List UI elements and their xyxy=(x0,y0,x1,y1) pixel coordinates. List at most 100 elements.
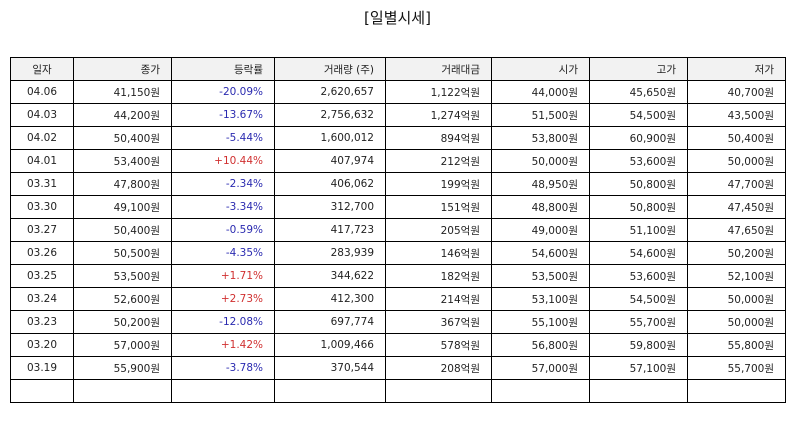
cell-high: 54,600원 xyxy=(589,241,688,265)
cell-trade-amount: 1,274억원 xyxy=(385,103,492,127)
cell-volume: 1,600,012 xyxy=(274,126,386,150)
cell-close: 50,400원 xyxy=(73,218,172,242)
cell-low: 47,450원 xyxy=(687,195,786,219)
cell-high: 54,500원 xyxy=(589,287,688,311)
cell-low: 47,700원 xyxy=(687,172,786,196)
cell-close: 55,900원 xyxy=(73,356,172,380)
cell-change-rate: -13.67% xyxy=(171,103,275,127)
cell-trade-amount: 214억원 xyxy=(385,287,492,311)
cell-high: 54,500원 xyxy=(589,103,688,127)
cell-close: 52,600원 xyxy=(73,287,172,311)
table-row xyxy=(10,379,786,403)
cell-close xyxy=(73,379,172,403)
cell-open: 48,800원 xyxy=(491,195,590,219)
cell-volume: 407,974 xyxy=(274,149,386,173)
cell-volume: 283,939 xyxy=(274,241,386,265)
cell-volume: 1,009,466 xyxy=(274,333,386,357)
cell-close: 50,200원 xyxy=(73,310,172,334)
cell-change-rate: -3.34% xyxy=(171,195,275,219)
cell-low: 50,200원 xyxy=(687,241,786,265)
cell-trade-amount: 146억원 xyxy=(385,241,492,265)
header-volume: 거래량 (주) xyxy=(274,57,386,81)
cell-change-rate: +10.44% xyxy=(171,149,275,173)
cell-low: 40,700원 xyxy=(687,80,786,104)
cell-trade-amount: 367억원 xyxy=(385,310,492,334)
header-date: 일자 xyxy=(10,57,74,81)
table-row: 03.30 49,100원 -3.34% 312,700 151억원 48,800원 50,… xyxy=(10,195,786,219)
table-row: 03.27 50,400원 -0.59% 417,723 205억원 49,000원 51,… xyxy=(10,218,786,242)
page-title: [일별시세] xyxy=(364,9,431,27)
cell-open: 49,000원 xyxy=(491,218,590,242)
cell-trade-amount: 151억원 xyxy=(385,195,492,219)
cell-open: 53,500원 xyxy=(491,264,590,288)
cell-volume: 2,620,657 xyxy=(274,80,386,104)
cell-trade-amount: 205억원 xyxy=(385,218,492,242)
table-row: 04.06 41,150원 -20.09% 2,620,657 1,122억원 44,00… xyxy=(10,80,786,104)
cell-change-rate xyxy=(171,379,275,403)
cell-volume: 697,774 xyxy=(274,310,386,334)
cell-date: 04.06 xyxy=(10,80,74,104)
cell-close: 57,000원 xyxy=(73,333,172,357)
cell-open: 55,100원 xyxy=(491,310,590,334)
cell-close: 49,100원 xyxy=(73,195,172,219)
cell-date: 03.25 xyxy=(10,264,74,288)
cell-change-rate: +1.71% xyxy=(171,264,275,288)
cell-high: 59,800원 xyxy=(589,333,688,357)
cell-date: 04.03 xyxy=(10,103,74,127)
cell-change-rate: -5.44% xyxy=(171,126,275,150)
cell-close: 44,200원 xyxy=(73,103,172,127)
cell-high: 51,100원 xyxy=(589,218,688,242)
cell-date: 03.30 xyxy=(10,195,74,219)
cell-low: 52,100원 xyxy=(687,264,786,288)
table-row: 03.25 53,500원 +1.71% 344,622 182억원 53,500원 53,… xyxy=(10,264,786,288)
cell-volume: 370,544 xyxy=(274,356,386,380)
cell-open: 50,000원 xyxy=(491,149,590,173)
cell-volume xyxy=(274,379,386,403)
cell-volume: 417,723 xyxy=(274,218,386,242)
cell-high: 57,100원 xyxy=(589,356,688,380)
cell-trade-amount: 212억원 xyxy=(385,149,492,173)
cell-change-rate: -20.09% xyxy=(171,80,275,104)
cell-volume: 406,062 xyxy=(274,172,386,196)
daily-price-table: 일자 종가 등락률 거래량 (주) 거래대금 시가 고가 저가 04.06 41,… xyxy=(10,57,786,403)
cell-date: 03.19 xyxy=(10,356,74,380)
table-row: 03.24 52,600원 +2.73% 412,300 214억원 53,100원 54,… xyxy=(10,287,786,311)
table-row: 03.19 55,900원 -3.78% 370,544 208억원 57,000원 57,… xyxy=(10,356,786,380)
cell-date: 03.23 xyxy=(10,310,74,334)
cell-date xyxy=(10,379,74,403)
cell-date: 03.27 xyxy=(10,218,74,242)
cell-change-rate: -2.34% xyxy=(171,172,275,196)
cell-low: 50,000원 xyxy=(687,287,786,311)
cell-high: 55,700원 xyxy=(589,310,688,334)
table-body: 04.06 41,150원 -20.09% 2,620,657 1,122억원 44,00… xyxy=(10,80,786,403)
cell-trade-amount: 199억원 xyxy=(385,172,492,196)
cell-low: 50,000원 xyxy=(687,149,786,173)
cell-volume: 2,756,632 xyxy=(274,103,386,127)
cell-low: 50,000원 xyxy=(687,310,786,334)
cell-trade-amount xyxy=(385,379,492,403)
cell-open: 44,000원 xyxy=(491,80,590,104)
cell-change-rate: -4.35% xyxy=(171,241,275,265)
cell-date: 03.26 xyxy=(10,241,74,265)
cell-volume: 412,300 xyxy=(274,287,386,311)
cell-low: 43,500원 xyxy=(687,103,786,127)
cell-change-rate: +1.42% xyxy=(171,333,275,357)
cell-close: 50,400원 xyxy=(73,126,172,150)
cell-high: 53,600원 xyxy=(589,264,688,288)
header-low: 저가 xyxy=(687,57,786,81)
cell-low: 55,700원 xyxy=(687,356,786,380)
cell-close: 41,150원 xyxy=(73,80,172,104)
cell-close: 50,500원 xyxy=(73,241,172,265)
cell-volume: 344,622 xyxy=(274,264,386,288)
header-close: 종가 xyxy=(73,57,172,81)
cell-high: 53,600원 xyxy=(589,149,688,173)
cell-date: 03.31 xyxy=(10,172,74,196)
cell-close: 53,400원 xyxy=(73,149,172,173)
cell-date: 03.24 xyxy=(10,287,74,311)
cell-open: 51,500원 xyxy=(491,103,590,127)
header-row: 일자 종가 등락률 거래량 (주) 거래대금 시가 고가 저가 xyxy=(10,57,786,81)
cell-trade-amount: 182억원 xyxy=(385,264,492,288)
cell-low: 50,400원 xyxy=(687,126,786,150)
cell-trade-amount: 894억원 xyxy=(385,126,492,150)
cell-open xyxy=(491,379,590,403)
